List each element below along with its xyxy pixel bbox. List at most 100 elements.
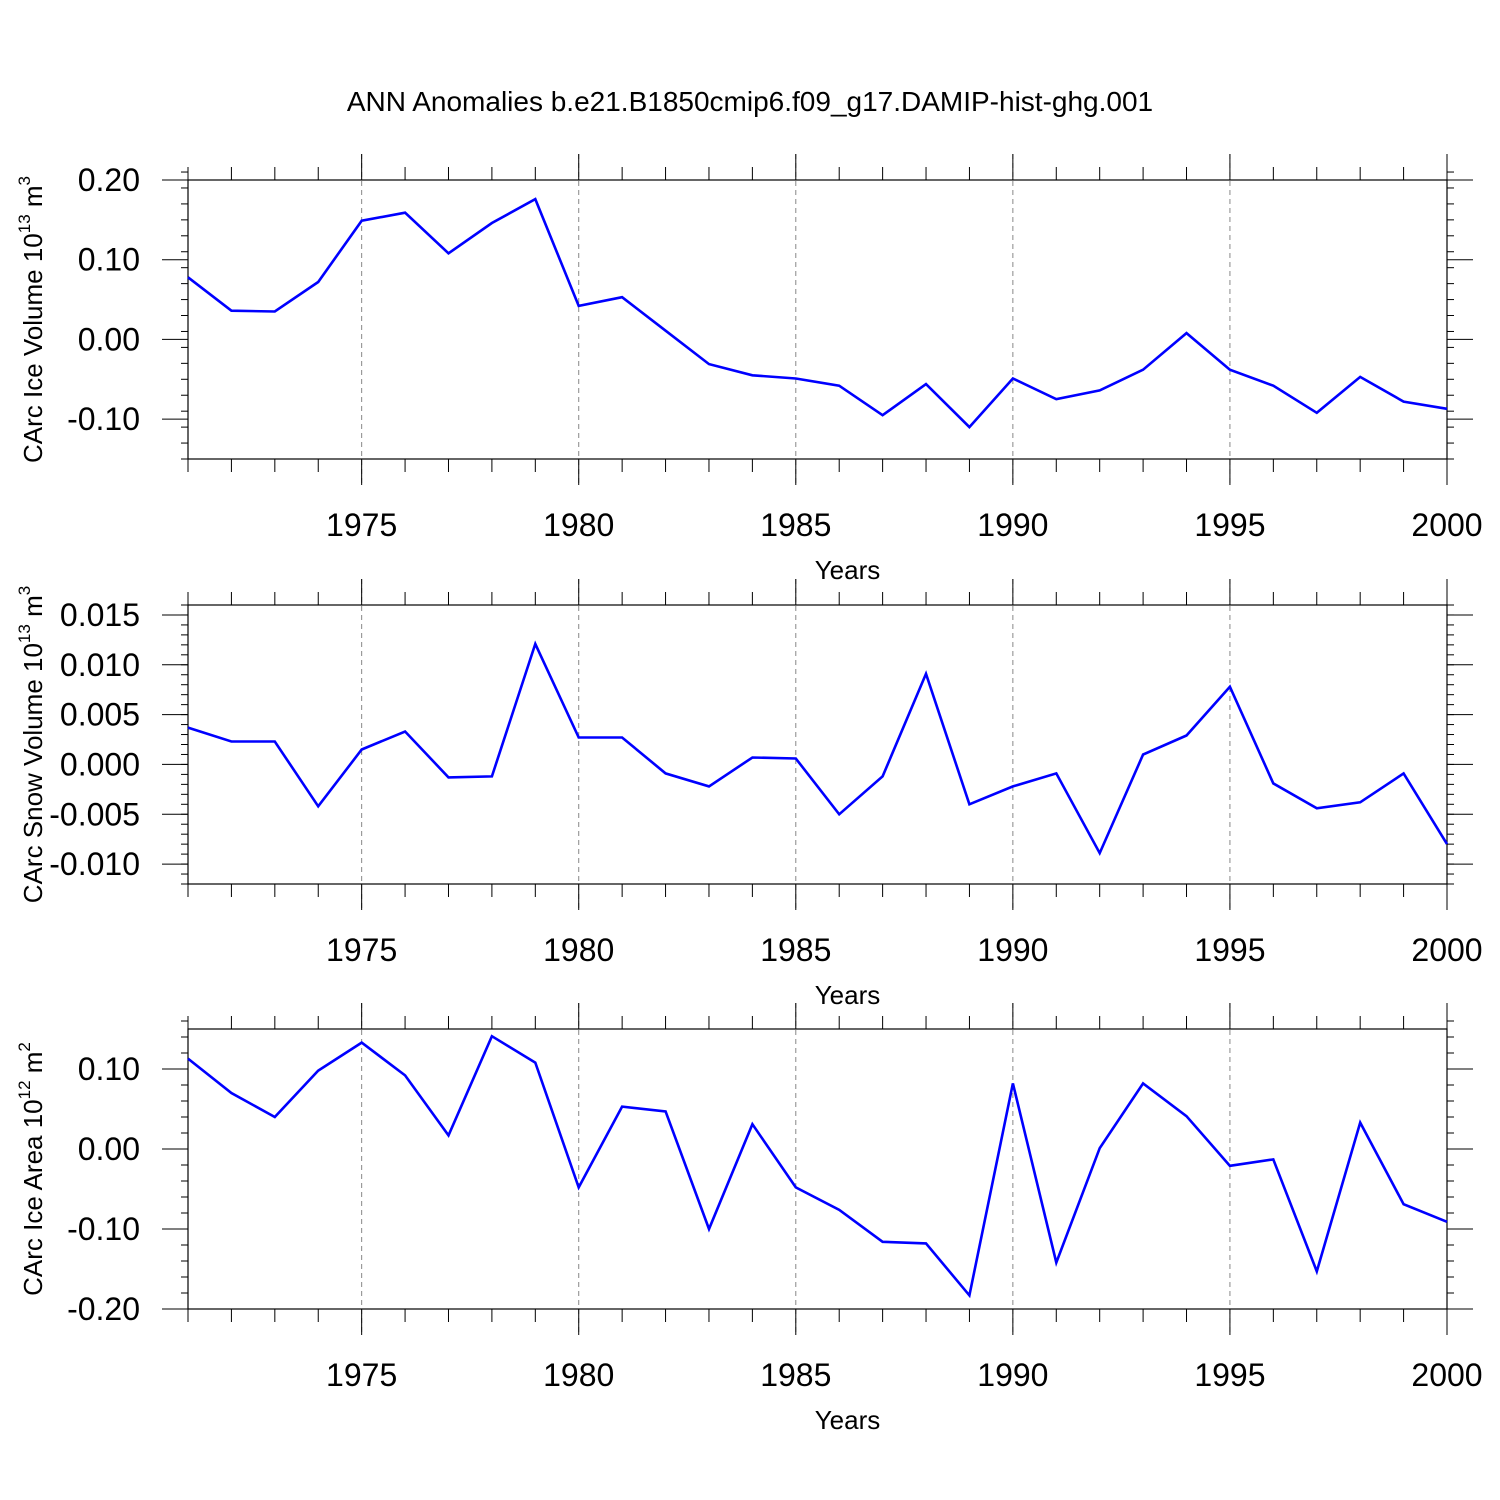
data-point bbox=[1142, 753, 1145, 756]
y-tick-label: 0.10 bbox=[78, 242, 140, 278]
data-point bbox=[925, 1242, 928, 1245]
panel-3: -0.20 -0.10 0.00 0.10 1975 1980 1985 1990 1995 20… bbox=[15, 1003, 1483, 1435]
data-point bbox=[925, 383, 928, 386]
data-point bbox=[1359, 375, 1362, 378]
data-point bbox=[577, 736, 580, 739]
data-point bbox=[187, 1057, 190, 1060]
data-point bbox=[1098, 389, 1101, 392]
data-point bbox=[1446, 1220, 1449, 1223]
data-point bbox=[838, 813, 841, 816]
data-point bbox=[490, 1035, 493, 1038]
data-point bbox=[534, 642, 537, 645]
data-point bbox=[794, 757, 797, 760]
data-point bbox=[1272, 384, 1275, 387]
data-point bbox=[707, 785, 710, 788]
data-point bbox=[1055, 772, 1058, 775]
figure-title: ANN Anomalies b.e21.B1850cmip6.f09_g17.D… bbox=[346, 86, 1154, 117]
x-tick-label: 1995 bbox=[1194, 507, 1265, 543]
data-point bbox=[1315, 1270, 1318, 1273]
x-tick-label: 1990 bbox=[977, 932, 1048, 968]
y-tick-label: -0.10 bbox=[67, 1211, 140, 1247]
data-point bbox=[534, 1061, 537, 1064]
data-point bbox=[1315, 411, 1318, 414]
data-point bbox=[1402, 772, 1405, 775]
x-axis-label: Years bbox=[815, 555, 881, 585]
y-tick-label: 0.015 bbox=[60, 597, 140, 633]
data-point bbox=[1185, 1115, 1188, 1118]
x-tick-label: 1995 bbox=[1194, 1357, 1265, 1393]
y-tick-label: -0.010 bbox=[49, 846, 140, 882]
x-tick-label: 2000 bbox=[1411, 1357, 1482, 1393]
y-axis-label: CArc Ice Area 1012 m2 bbox=[15, 1042, 48, 1296]
data-point bbox=[404, 1074, 407, 1077]
data-point bbox=[968, 426, 971, 429]
x-tick-label: 1995 bbox=[1194, 932, 1265, 968]
data-point bbox=[1228, 1164, 1231, 1167]
x-axis-label: Years bbox=[815, 980, 881, 1010]
x-tick-label: 1980 bbox=[543, 1357, 614, 1393]
data-point bbox=[838, 1208, 841, 1211]
y-tick-label: -0.005 bbox=[49, 796, 140, 832]
y-tick-label: 0.10 bbox=[78, 1051, 140, 1087]
data-point bbox=[360, 219, 363, 222]
data-point bbox=[1098, 852, 1101, 855]
y-tick-label: 0.000 bbox=[60, 746, 140, 782]
data-point bbox=[1402, 1203, 1405, 1206]
data-point bbox=[273, 740, 276, 743]
y-tick-label: 0.010 bbox=[60, 647, 140, 683]
series-line bbox=[187, 1034, 1448, 1299]
data-point bbox=[1402, 400, 1405, 403]
y-axis-label: CArc Snow Volume 1013 m3 bbox=[15, 586, 48, 903]
data-point bbox=[1315, 807, 1318, 810]
data-point bbox=[968, 803, 971, 806]
x-tick-label: 2000 bbox=[1411, 932, 1482, 968]
data-point bbox=[273, 1116, 276, 1119]
data-point bbox=[404, 211, 407, 214]
plot-frame bbox=[187, 604, 1448, 885]
data-point bbox=[534, 198, 537, 201]
data-point bbox=[794, 377, 797, 380]
data-point bbox=[230, 1092, 233, 1095]
data-point bbox=[751, 374, 754, 377]
data-point bbox=[577, 1186, 580, 1189]
data-point bbox=[1011, 1082, 1014, 1085]
x-tick-label: 1990 bbox=[977, 507, 1048, 543]
data-point bbox=[317, 805, 320, 808]
x-tick-label: 1985 bbox=[760, 932, 831, 968]
plot-frame bbox=[187, 179, 1448, 460]
data-point bbox=[187, 276, 190, 279]
panel-2: -0.010 -0.005 0.000 0.005 0.010 0.015 1975 1980… bbox=[15, 579, 1483, 1010]
data-point bbox=[490, 775, 493, 778]
data-point bbox=[707, 1228, 710, 1231]
x-tick-label: 1980 bbox=[543, 507, 614, 543]
y-tick-label: 0.20 bbox=[78, 162, 140, 198]
data-point bbox=[360, 1041, 363, 1044]
data-point bbox=[751, 756, 754, 759]
x-tick-label: 1975 bbox=[326, 1357, 397, 1393]
data-point bbox=[447, 252, 450, 255]
data-point bbox=[1272, 782, 1275, 785]
data-point bbox=[1098, 1147, 1101, 1150]
data-point bbox=[230, 740, 233, 743]
data-point bbox=[230, 309, 233, 312]
data-point bbox=[925, 672, 928, 675]
data-point bbox=[273, 310, 276, 313]
x-tick-label: 1985 bbox=[760, 1357, 831, 1393]
x-tick-label: 1975 bbox=[326, 507, 397, 543]
series-line bbox=[187, 197, 1448, 429]
panel-1: -0.10 0.00 0.10 0.20 1975 1980 1985 1990 1995 200… bbox=[15, 154, 1483, 585]
y-tick-label: -0.10 bbox=[67, 401, 140, 437]
data-point bbox=[1359, 801, 1362, 804]
data-point bbox=[1228, 685, 1231, 688]
y-tick-label: 0.005 bbox=[60, 697, 140, 733]
data-point bbox=[1011, 377, 1014, 380]
data-point bbox=[664, 1110, 667, 1113]
data-point bbox=[1185, 734, 1188, 737]
data-point bbox=[621, 1105, 624, 1108]
data-point bbox=[664, 772, 667, 775]
data-point bbox=[577, 304, 580, 307]
x-tick-label: 1990 bbox=[977, 1357, 1048, 1393]
data-point bbox=[1185, 332, 1188, 335]
data-point bbox=[881, 414, 884, 417]
series-line bbox=[187, 640, 1449, 857]
